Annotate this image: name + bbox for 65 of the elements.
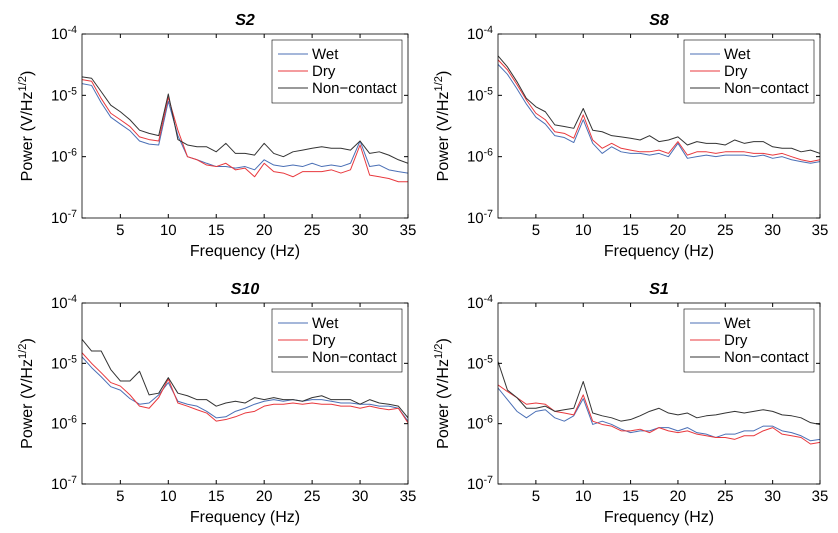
y-tick-label: 10$^{-7}$ (466, 474, 494, 493)
y-tick-label: 10$^{-7}$ (466, 208, 494, 227)
y-tick-label: 10$^{-7}$ (50, 208, 78, 227)
y-tick-label: 10$^{-4}$ (466, 24, 494, 43)
x-tick-label: 20 (670, 488, 686, 505)
x-tick-label: 35 (400, 222, 416, 239)
x-tick-label: 10 (574, 488, 592, 505)
legend-label: Dry (724, 63, 748, 80)
y-tick-label: 10$^{-6}$ (50, 146, 78, 166)
x-tick-label: 35 (400, 488, 416, 505)
y-tick-label: 10$^{-5}$ (466, 85, 494, 104)
x-tick-label: 10 (574, 222, 592, 239)
x-axis-title: Frequency (Hz) (190, 509, 300, 526)
x-tick-label: 30 (764, 222, 781, 239)
x-tick-label: 10 (160, 488, 177, 505)
chart-title: S2 (235, 12, 255, 29)
legend-label: Dry (312, 63, 336, 80)
x-tick-label: 30 (764, 488, 781, 505)
y-tick-label: 10$^{-6}$ (466, 414, 494, 433)
x-tick-label: 25 (304, 222, 320, 239)
x-tick-label: 5 (116, 222, 125, 239)
x-tick-label: 10 (160, 222, 177, 239)
x-tick-label: 15 (622, 222, 639, 239)
legend-label: Dry (312, 332, 336, 349)
y-tick-label: 10$^{-5}$ (50, 85, 78, 104)
x-tick-label: 20 (256, 488, 273, 505)
x-tick-label: 35 (812, 222, 828, 239)
x-tick-label: 30 (352, 488, 368, 505)
x-tick-label: 5 (532, 222, 540, 239)
x-axis-title: Frequency (Hz) (604, 509, 714, 526)
x-tick-label: 15 (208, 488, 225, 505)
y-tick-label: 10$^{-4}$ (466, 293, 494, 312)
y-tick-label: 10$^{-6}$ (50, 414, 78, 433)
x-tick-label: 25 (304, 488, 320, 505)
chart-title: S1 (649, 281, 669, 298)
legend-label: Wet (724, 46, 752, 63)
y-tick-label: 10$^{-6}$ (466, 146, 494, 166)
x-tick-label: 25 (716, 222, 734, 239)
y-tick-label: 10$^{-7}$ (50, 474, 78, 493)
y-tick-label: 10$^{-4}$ (50, 293, 78, 312)
x-tick-label: 30 (352, 222, 368, 239)
legend-label: Wet (312, 46, 340, 63)
x-tick-label: 15 (208, 222, 225, 239)
x-axis-title: Frequency (Hz) (190, 243, 300, 260)
y-tick-label: 10$^{-5}$ (466, 353, 494, 372)
legend-label: Dry (724, 332, 748, 349)
x-tick-label: 15 (622, 488, 639, 505)
x-tick-label: 20 (256, 222, 273, 239)
x-tick-label: 25 (716, 488, 734, 505)
legend-label: Wet (312, 315, 340, 332)
legend-label: Non−contact (312, 80, 398, 97)
y-tick-label: 10$^{-5}$ (50, 353, 78, 372)
x-tick-label: 5 (116, 488, 125, 505)
legend-label: Non−contact (724, 80, 810, 97)
chart-title: S8 (649, 12, 669, 29)
y-tick-label: 10$^{-4}$ (50, 24, 78, 43)
legend-label: Wet (724, 315, 752, 332)
x-tick-label: 20 (670, 222, 686, 239)
x-tick-label: 35 (812, 488, 828, 505)
x-tick-label: 5 (532, 488, 540, 505)
legend-label: Non−contact (724, 349, 810, 366)
chart-title: S10 (230, 281, 260, 298)
line-series (498, 361, 820, 425)
x-axis-title: Frequency (Hz) (604, 243, 714, 260)
legend-label: Non−contact (312, 349, 398, 366)
